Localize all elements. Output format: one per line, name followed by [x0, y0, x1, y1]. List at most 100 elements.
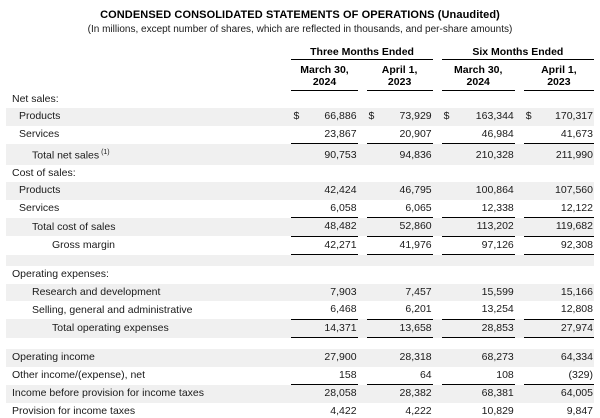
value-cell: [524, 91, 594, 109]
table-row: Other income/(expense), net 158 64 108 (329): [6, 366, 594, 385]
column-gap: [433, 126, 442, 144]
value-text: 113,202: [476, 220, 514, 232]
value-text: 27,900: [324, 351, 357, 363]
column-gap: [358, 108, 367, 126]
column-gap: [358, 91, 367, 109]
row-label: Operating income: [12, 351, 95, 363]
spacer-cell: [6, 255, 594, 267]
value-text: 7,457: [405, 285, 432, 298]
value-text: 48,482: [324, 220, 357, 232]
value-text: 41,673: [560, 127, 593, 140]
value-cell: 12,808: [523, 301, 594, 320]
value-cell: 42,424: [291, 182, 357, 200]
value-text: 119,682: [555, 220, 593, 232]
value-cell: 210,328: [442, 144, 515, 165]
value-cell: [291, 266, 357, 284]
spacer-row: [6, 338, 594, 350]
value-cell: 113,202: [441, 217, 515, 237]
value-text: 6,201: [405, 303, 432, 315]
currency-symbol: $: [368, 110, 375, 122]
column-gap: [358, 284, 367, 302]
value-text: 9,847: [566, 404, 593, 417]
row-label: Products: [19, 110, 61, 122]
table-row: Gross margin 42,271 41,976 97,126 92,308: [6, 236, 594, 255]
table-row: Operating expenses:: [6, 266, 594, 284]
value-text: 64,334: [560, 351, 593, 363]
column-gap: [515, 266, 524, 284]
value-text: 15,166: [560, 285, 593, 298]
column-gap: [433, 236, 442, 255]
value-cell: 94,836: [367, 144, 433, 165]
value-text: 41,976: [399, 238, 432, 251]
column-gap: [515, 200, 524, 218]
value-text: 92,308: [560, 238, 593, 251]
value-text: 23,867: [324, 127, 357, 140]
column-gap: [515, 182, 524, 200]
column-gap: [433, 349, 442, 367]
table-row: Selling, general and administrative 6,468…: [6, 301, 594, 320]
value-text: 94,836: [399, 149, 432, 161]
value-text: 6,058: [330, 201, 357, 214]
column-gap: [433, 200, 442, 218]
value-cell: 10,829: [441, 402, 515, 418]
value-cell: [442, 266, 515, 284]
value-cell: 6,065: [366, 199, 433, 218]
value-cell: 90,753: [291, 144, 357, 165]
date-line: 2023: [547, 76, 571, 88]
value-text: 13,658: [399, 321, 432, 334]
table-row: Products $66,886 $73,929 $163,344 $170,317: [6, 108, 594, 126]
value-cell: 4,222: [366, 402, 433, 418]
column-gap: [515, 165, 524, 183]
value-cell: [442, 91, 515, 109]
value-cell: 92,308: [523, 236, 594, 255]
period-group-header-row: Three Months Ended Six Months Ended: [6, 46, 594, 60]
value-text: 163,344: [475, 110, 514, 122]
column-gap: [358, 349, 367, 367]
column-gap: [358, 200, 367, 218]
value-text: 15,599: [481, 285, 514, 298]
value-text: 170,317: [555, 110, 593, 122]
value-cell: [367, 91, 433, 109]
value-text: 12,338: [481, 201, 514, 214]
column-gap: [433, 91, 442, 109]
value-cell: 27,974: [523, 319, 594, 338]
statement-body: Net sales: Products $66,886 $73,929 $163,344…: [6, 91, 594, 418]
value-text: 6,468: [330, 303, 357, 315]
column-gap: [433, 46, 442, 60]
value-cell: 41,976: [366, 236, 433, 255]
row-label: Products: [19, 184, 61, 196]
value-text: 90,753: [324, 149, 357, 161]
column-gap: [515, 218, 524, 237]
column-gap: [515, 367, 524, 385]
value-text: 66,886: [324, 110, 357, 122]
value-text: 46,795: [399, 184, 432, 196]
value-text: 107,560: [555, 184, 593, 196]
date-line: April 1,: [541, 64, 577, 76]
column-gap: [433, 266, 442, 284]
value-cell: 46,795: [367, 182, 433, 200]
value-text: 12,808: [560, 303, 593, 315]
row-label: Other income/(expense), net: [12, 369, 146, 381]
value-text: 211,990: [555, 149, 593, 161]
value-text: 64: [419, 368, 432, 381]
value-cell: [367, 165, 433, 183]
value-text: 14,371: [324, 321, 357, 334]
row-label: Selling, general and administrative: [32, 303, 193, 316]
value-cell: 64,334: [524, 349, 594, 367]
column-gap: [515, 60, 524, 91]
table-row: Services 6,058 6,065 12,338 12,122: [6, 199, 594, 218]
column-gap: [358, 403, 367, 418]
column-gap: [358, 182, 367, 200]
row-label: Services: [19, 202, 60, 214]
document-title: CONDENSED CONSOLIDATED STATEMENTS OF OPE…: [100, 9, 500, 21]
value-cell: [367, 266, 433, 284]
value-cell: 100,864: [442, 182, 515, 200]
column-gap: [515, 126, 524, 144]
value-text: 28,382: [399, 387, 432, 399]
value-text: 100,864: [475, 184, 514, 196]
row-label: Provision for income taxes: [12, 405, 136, 417]
value-text: 73,929: [399, 110, 432, 122]
value-cell: 68,273: [442, 349, 515, 367]
table-row: Income before provision for income taxes…: [6, 384, 594, 403]
value-cell: 119,682: [523, 217, 594, 237]
